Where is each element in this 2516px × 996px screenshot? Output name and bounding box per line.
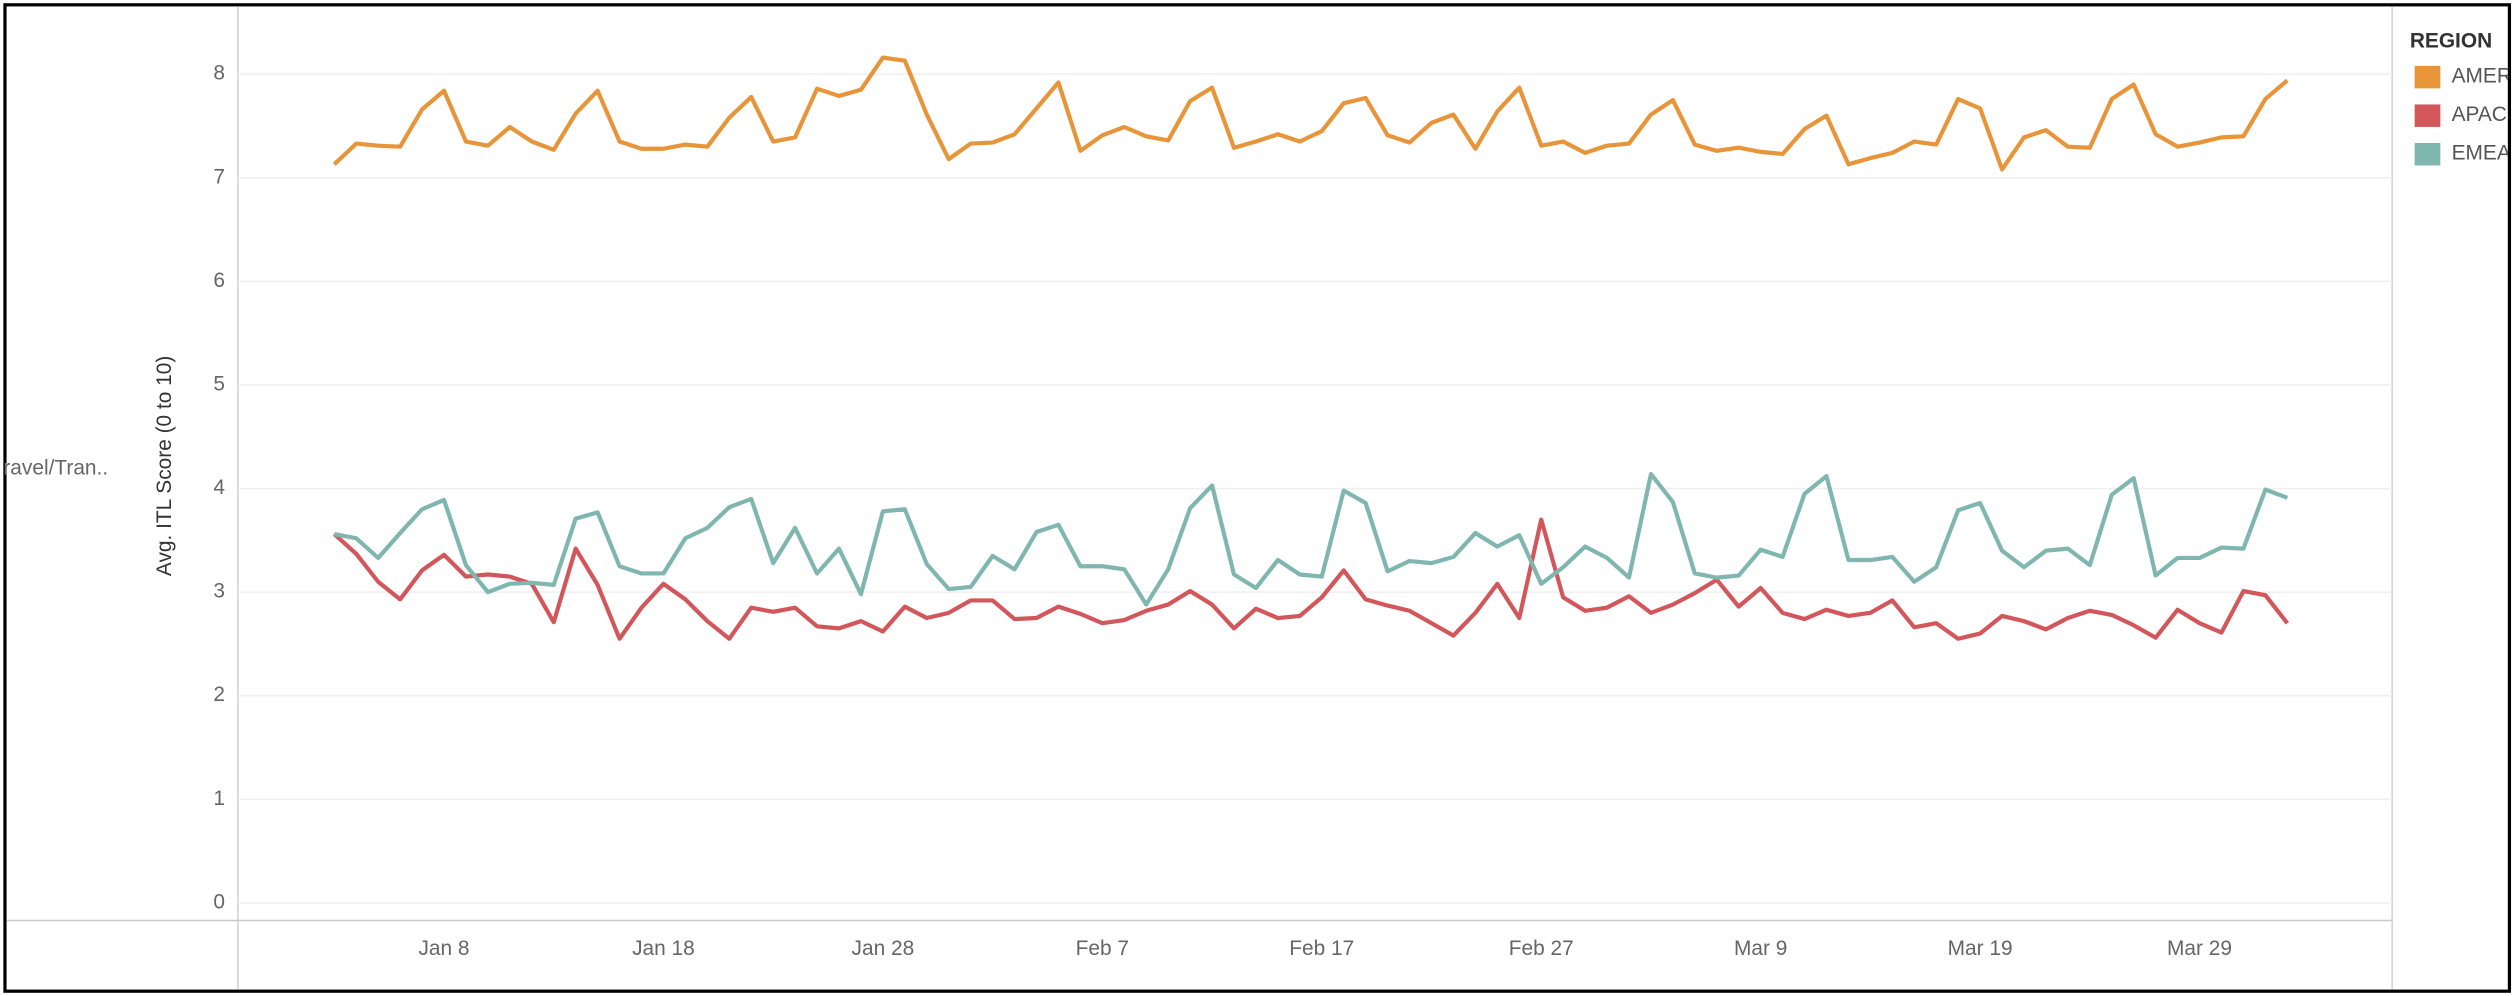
- legend-swatch: [2414, 104, 2441, 127]
- y-tick-label: 8: [213, 62, 225, 85]
- frame: [3, 3, 2512, 993]
- x-tick-label: Jan 18: [632, 937, 695, 960]
- x-tick-label: Jan 8: [418, 937, 469, 960]
- y-tick-label: 0: [213, 890, 225, 913]
- legend-title: REGION: [2410, 29, 2492, 52]
- legend-swatch: [2414, 142, 2441, 166]
- line-series: [332, 55, 2289, 172]
- plot: 0 1 2 3 4 5 6 7 8 Jan 8 Jan 18 Jan 28 Feb 7 Feb 17 Feb…: [213, 55, 2393, 960]
- y-tick-label: 4: [213, 476, 225, 499]
- line-series: [332, 517, 2289, 641]
- x-tick-label: Mar 29: [2167, 937, 2232, 960]
- x-tick-label: Feb 27: [1509, 937, 1574, 960]
- x-tick-label: Jan 28: [852, 937, 915, 960]
- x-tick-label: Feb 7: [1076, 937, 1129, 960]
- row-label: ravel/Tran..: [3, 457, 108, 480]
- x-tick-label: Mar 19: [1948, 937, 2013, 960]
- legend: REGION AMER APAC EMEA: [2410, 29, 2512, 166]
- y-tick-label: 7: [213, 165, 225, 188]
- y-tick-label: 5: [213, 372, 225, 395]
- x-tick-label: Feb 17: [1289, 937, 1354, 960]
- x-tick-label: Mar 9: [1734, 937, 1787, 960]
- y-axis-title: Avg. ITL Score (0 to 10): [153, 356, 176, 576]
- legend-label: AMER: [2452, 65, 2512, 88]
- legend-label: APAC: [2452, 103, 2507, 126]
- y-tick-label: 3: [213, 580, 225, 603]
- y-tick-label: 1: [213, 787, 225, 810]
- legend-swatch: [2414, 65, 2441, 89]
- y-tick-label: 2: [213, 683, 225, 706]
- legend-label: EMEA: [2452, 142, 2511, 165]
- y-tick-label: 6: [213, 269, 225, 292]
- line-series: [333, 471, 2289, 607]
